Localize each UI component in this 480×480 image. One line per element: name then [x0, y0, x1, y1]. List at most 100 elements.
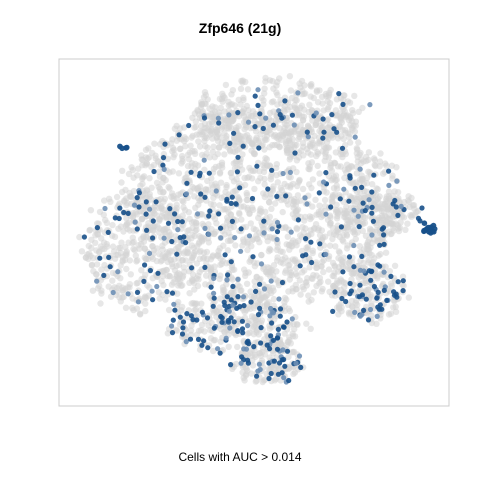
high-auc-cell-point — [161, 166, 167, 172]
background-cell-point — [399, 273, 407, 280]
high-auc-cell-point — [121, 209, 127, 216]
high-auc-cell-point — [199, 342, 205, 348]
background-cell-point — [297, 291, 304, 298]
background-cell-point — [335, 209, 342, 216]
background-cell-point — [268, 235, 276, 242]
high-auc-cell-point — [81, 234, 87, 240]
high-auc-cell-point — [329, 112, 335, 118]
high-auc-cell-point — [256, 361, 262, 367]
background-cell-point — [206, 105, 213, 112]
background-cell-point — [385, 228, 393, 235]
background-cell-point — [335, 302, 343, 309]
background-cell-point — [248, 140, 256, 148]
high-auc-cell-point — [277, 313, 283, 319]
background-cell-point — [109, 232, 116, 239]
high-auc-cell-point — [258, 261, 265, 267]
background-cell-point — [149, 243, 156, 250]
background-cell-point — [286, 307, 293, 315]
high-auc-cell-point — [313, 110, 319, 116]
background-cell-point — [270, 85, 277, 92]
background-cell-point — [235, 96, 242, 104]
background-cell-point — [284, 201, 292, 208]
background-cell-point — [189, 224, 196, 232]
background-cell-point — [295, 179, 302, 186]
background-cell-point — [279, 208, 286, 216]
background-cell-point — [185, 209, 192, 216]
background-cell-point — [177, 145, 184, 152]
background-cell-point — [261, 85, 268, 92]
high-auc-cell-point — [269, 167, 275, 173]
background-cell-point — [364, 188, 371, 195]
high-auc-cell-point — [332, 289, 338, 295]
background-cell-point — [151, 202, 158, 210]
background-cell-point — [222, 224, 230, 231]
background-cell-point — [310, 289, 317, 296]
background-cell-point — [199, 128, 206, 135]
background-cell-point — [138, 267, 145, 274]
background-cell-point — [316, 170, 323, 177]
background-cell-point — [261, 135, 268, 142]
high-auc-cell-point — [338, 224, 344, 230]
background-cell-point — [252, 283, 259, 290]
high-auc-cell-point — [261, 286, 268, 292]
background-cell-point — [141, 254, 148, 261]
high-auc-cell-point — [228, 200, 234, 206]
background-cell-point — [277, 184, 284, 191]
background-cell-point — [93, 261, 101, 268]
background-cell-point — [169, 136, 176, 143]
background-cell-point — [366, 250, 373, 257]
background-cell-point — [211, 154, 218, 161]
high-auc-cell-point — [164, 289, 170, 295]
background-cell-point — [150, 161, 158, 169]
background-cell-point — [352, 200, 359, 208]
background-cell-point — [342, 113, 350, 121]
background-cell-point — [235, 318, 242, 325]
background-cell-point — [285, 339, 292, 346]
background-cell-point — [331, 262, 338, 269]
background-cell-point — [287, 154, 294, 161]
background-cell-point — [118, 179, 125, 186]
high-auc-cell-point — [251, 344, 257, 350]
high-auc-cell-point — [280, 170, 286, 177]
background-cell-point — [190, 250, 197, 257]
high-auc-cell-point — [240, 143, 246, 149]
background-cell-point — [314, 150, 322, 157]
high-auc-cell-point — [279, 357, 285, 363]
high-auc-cell-point — [211, 325, 217, 331]
background-cell-point — [352, 235, 359, 243]
background-cell-point — [267, 109, 274, 117]
high-auc-cell-point — [309, 259, 315, 266]
high-auc-cell-point — [201, 115, 208, 121]
background-cell-point — [383, 198, 390, 205]
high-auc-cell-point — [357, 282, 363, 288]
background-cell-point — [329, 235, 336, 243]
background-cell-point — [326, 288, 333, 295]
background-cell-point — [209, 213, 216, 220]
high-auc-cell-point — [269, 226, 275, 232]
high-auc-cell-point — [245, 360, 251, 366]
high-auc-cell-point — [146, 250, 153, 256]
background-cell-point — [379, 214, 386, 221]
background-cell-point — [270, 287, 277, 294]
background-cell-point — [269, 185, 276, 193]
background-cell-point — [202, 281, 209, 288]
background-cell-point — [265, 248, 273, 255]
high-auc-cell-point — [195, 336, 202, 342]
high-auc-cell-point — [174, 251, 180, 257]
background-cell-point — [189, 231, 196, 239]
high-auc-cell-point — [391, 289, 397, 295]
high-auc-cell-point — [282, 363, 288, 369]
high-auc-cell-point — [215, 115, 221, 121]
background-cell-point — [145, 220, 152, 227]
background-cell-point — [105, 283, 112, 290]
high-auc-cell-point — [136, 190, 142, 196]
high-auc-cell-point — [254, 163, 260, 169]
background-cell-point — [297, 122, 304, 129]
background-cell-point — [218, 308, 225, 315]
background-cell-point — [206, 154, 213, 161]
background-cell-point — [244, 330, 252, 337]
background-cell-point — [292, 96, 299, 104]
high-auc-cell-point — [245, 119, 252, 125]
high-auc-cell-point — [141, 278, 147, 284]
background-cell-point — [359, 227, 366, 235]
